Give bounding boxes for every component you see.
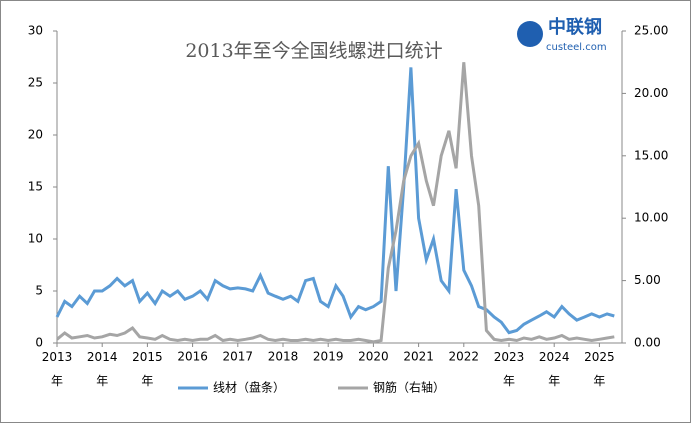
x-tick-label: 2022 [449, 350, 480, 364]
x-tick-label: 2023 年 [494, 350, 525, 388]
y-tick-label: 5 [35, 284, 43, 298]
x-tick-label: 2017 [223, 350, 254, 364]
x-tick-label: 2018 [268, 350, 299, 364]
series-line [56, 62, 615, 344]
y-tick-label: 15 [28, 180, 43, 194]
x-tick-label: 2019 [313, 350, 344, 364]
y-tick-label: 10 [28, 232, 43, 246]
chart-title: 2013年至今全国线螺进口统计 [185, 40, 442, 62]
logo-name: 中联钢 [548, 16, 602, 38]
x-tick-label: 2020 [358, 350, 389, 364]
x-tick-label: 2021 [403, 350, 434, 364]
y2-tick-label: 15.00 [634, 148, 668, 162]
x-tick-label: 2014 年 [87, 350, 118, 388]
y-tick-label: 20 [28, 128, 43, 142]
y-tick-label: 30 [28, 24, 43, 38]
y2-tick-label: 25.00 [634, 24, 668, 38]
x-tick-label: 2015 年 [132, 350, 163, 388]
logo: 中联钢 custeel.com [517, 16, 607, 53]
y-tick-label: 0 [35, 336, 43, 350]
y2-tick-label: 0.00 [634, 336, 661, 350]
series-line [55, 67, 615, 335]
x-tick-label: 2013 年 [42, 350, 73, 388]
y2-tick-label: 20.00 [634, 86, 668, 100]
y2-tick-label: 5.00 [634, 273, 661, 287]
x-tick-label: 2024 年 [539, 350, 570, 388]
legend-label: 钢筋（右轴） [373, 380, 445, 395]
x-tick-label: 2016 [177, 350, 208, 364]
logo-icon [517, 21, 543, 47]
x-tick-label: 2025 年 [584, 350, 615, 388]
y2-tick-label: 10.00 [634, 211, 668, 225]
y-tick-label: 25 [28, 76, 43, 90]
legend-label: 线材（盘条） [213, 380, 285, 395]
logo-site: custeel.com [546, 42, 607, 53]
